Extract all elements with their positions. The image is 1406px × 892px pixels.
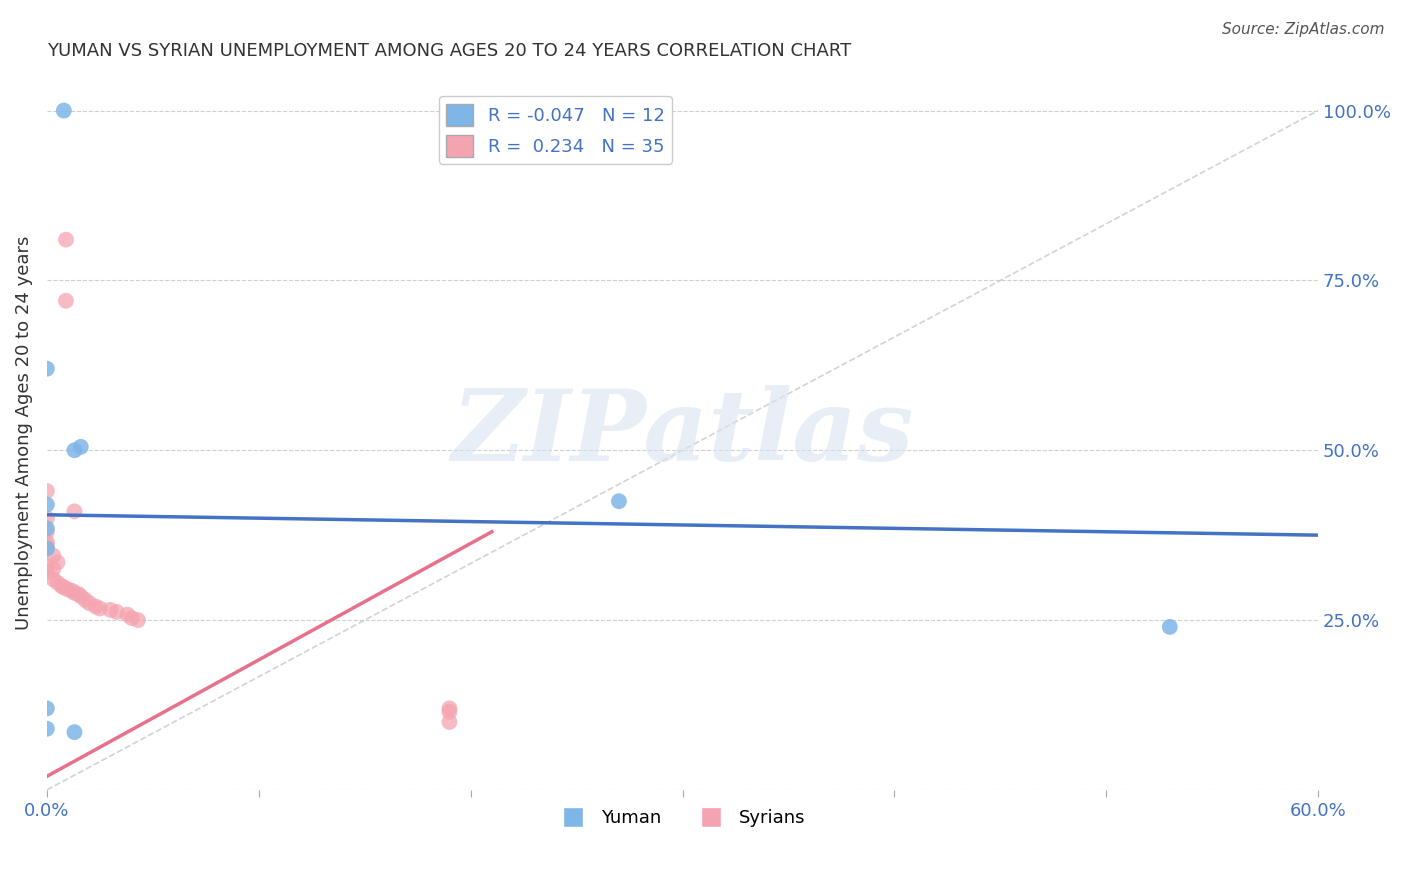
Point <box>60 583 83 598</box>
Point <box>607 494 630 508</box>
Point <box>35 498 58 512</box>
Point <box>35 511 58 525</box>
Point <box>63 586 86 600</box>
Point <box>63 725 86 739</box>
Text: ZIPatlas: ZIPatlas <box>451 385 914 482</box>
Point <box>46 575 69 590</box>
Point <box>69 589 91 603</box>
Point <box>439 714 461 729</box>
Point <box>89 601 111 615</box>
Point <box>63 443 86 458</box>
Point <box>35 701 58 715</box>
Point <box>77 596 100 610</box>
Point <box>1159 620 1181 634</box>
Legend: Yuman, Syrians: Yuman, Syrians <box>553 802 813 834</box>
Point <box>439 701 461 715</box>
Point <box>55 293 77 308</box>
Point <box>117 607 139 622</box>
Point <box>73 592 96 607</box>
Point <box>121 611 143 625</box>
Point <box>52 581 75 595</box>
Point <box>42 549 65 563</box>
Point <box>35 558 58 573</box>
Point <box>35 538 58 552</box>
Point <box>35 524 58 539</box>
Point <box>35 361 58 376</box>
Point <box>56 582 79 597</box>
Text: Source: ZipAtlas.com: Source: ZipAtlas.com <box>1222 22 1385 37</box>
Text: YUMAN VS SYRIAN UNEMPLOYMENT AMONG AGES 20 TO 24 YEARS CORRELATION CHART: YUMAN VS SYRIAN UNEMPLOYMENT AMONG AGES … <box>46 42 851 60</box>
Point <box>105 605 128 619</box>
Point <box>46 555 69 569</box>
Point <box>69 440 91 454</box>
Point <box>42 572 65 586</box>
Point <box>42 562 65 576</box>
Point <box>51 579 73 593</box>
Point <box>35 566 58 580</box>
Point <box>35 541 58 556</box>
Point <box>439 705 461 719</box>
Point <box>55 233 77 247</box>
Point <box>63 504 86 518</box>
Point <box>67 587 90 601</box>
Point <box>127 613 149 627</box>
Point <box>35 541 58 556</box>
Point <box>35 521 58 535</box>
Point <box>35 483 58 498</box>
Point <box>52 103 75 118</box>
Point <box>84 599 107 614</box>
Point <box>35 722 58 736</box>
Point <box>35 535 58 549</box>
Point <box>100 603 122 617</box>
Y-axis label: Unemployment Among Ages 20 to 24 years: Unemployment Among Ages 20 to 24 years <box>15 236 32 631</box>
